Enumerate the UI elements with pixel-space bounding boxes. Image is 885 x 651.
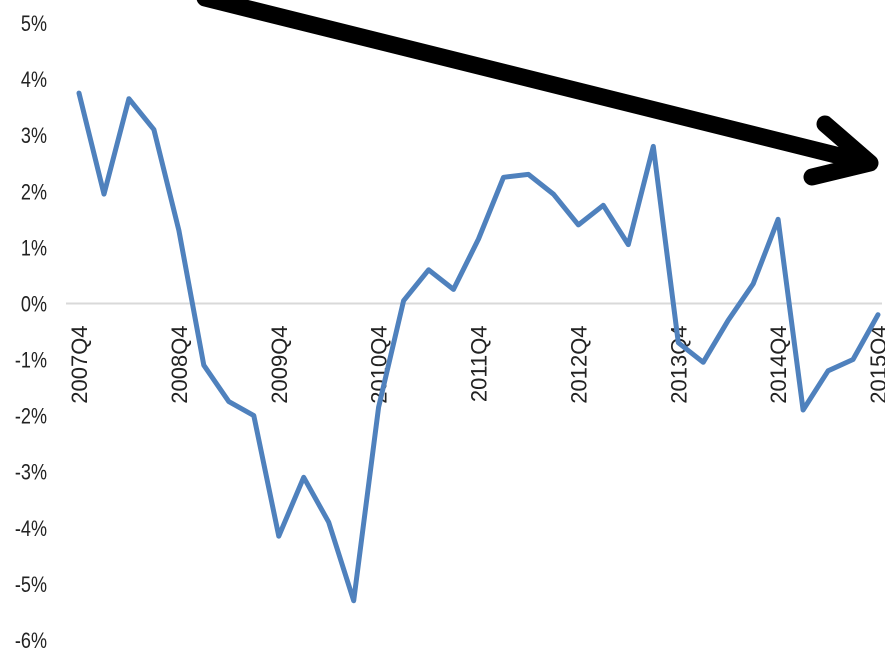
x-tick-label: 2014Q4	[766, 325, 791, 403]
y-tick-label: -2%	[15, 405, 47, 429]
y-axis: -6% -5% -4% -3% -2% -1% 0% 1% 2% 3% 4% 5%	[15, 12, 47, 651]
y-tick-label: -3%	[15, 461, 47, 485]
x-tick-label: 2012Q4	[566, 325, 591, 403]
y-tick-label: 2%	[21, 181, 47, 205]
y-tick-label: -5%	[15, 573, 47, 597]
x-tick-label: 2011Q4	[467, 325, 492, 402]
x-axis: 2007Q4 2008Q4 2009Q4 2010Q4 2011Q4 2012Q4 2013…	[67, 325, 885, 403]
series-line	[76, 90, 881, 604]
y-tick-label: 4%	[21, 69, 47, 93]
trend-arrow	[196, 0, 879, 186]
x-tick-label: 2008Q4	[167, 325, 192, 403]
y-tick-label: 3%	[21, 125, 47, 149]
y-tick-label: 5%	[21, 12, 47, 36]
x-tick-label: 2009Q4	[267, 325, 292, 403]
y-tick-label: -1%	[15, 349, 47, 373]
y-tick-label: -4%	[15, 517, 47, 541]
y-tick-label: 1%	[21, 237, 47, 261]
arrow-head	[803, 115, 879, 186]
x-tick-label: 2007Q4	[67, 325, 92, 403]
y-tick-label: -6%	[15, 629, 47, 651]
series-layer	[76, 90, 881, 604]
arrow-shaft	[196, 0, 877, 172]
y-tick-label: 0%	[21, 293, 47, 317]
x-tick-label: 2015Q4	[866, 325, 885, 403]
